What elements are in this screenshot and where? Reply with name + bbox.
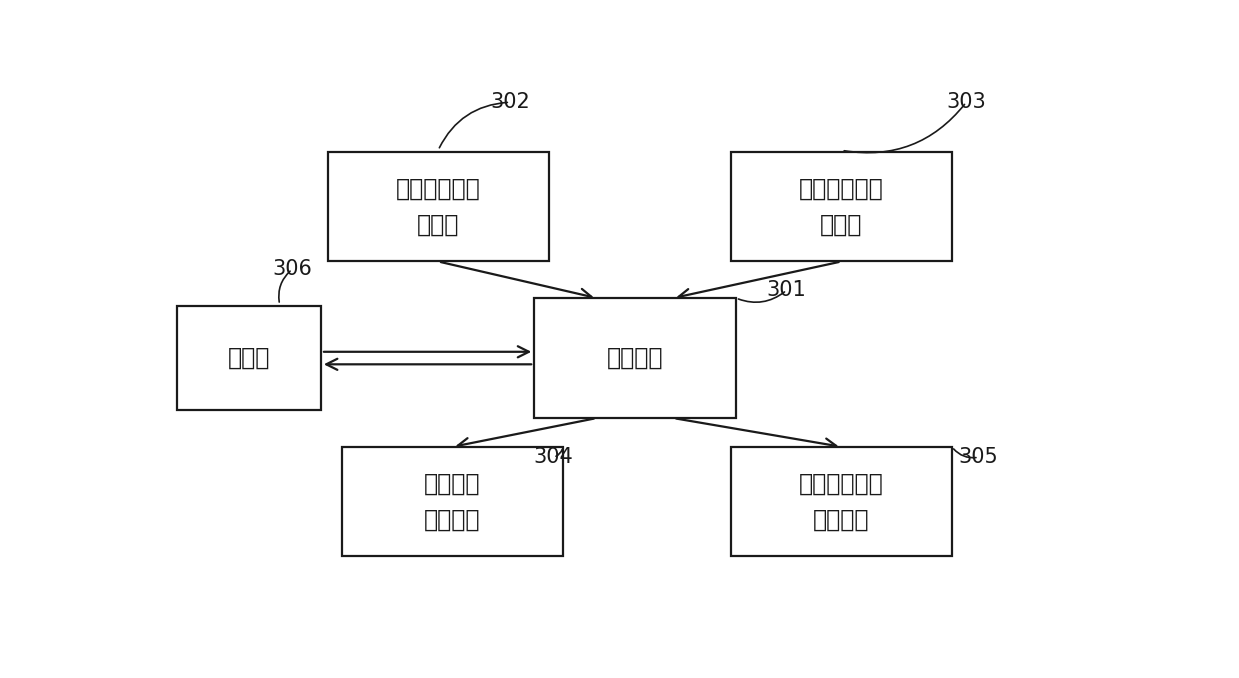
Text: 301: 301 bbox=[767, 280, 807, 300]
Text: 302: 302 bbox=[491, 92, 530, 113]
Text: 第一红外图像
传感器: 第一红外图像 传感器 bbox=[395, 177, 481, 237]
Text: 第二红外图像
传感器: 第二红外图像 传感器 bbox=[799, 177, 883, 237]
Text: 主控单元: 主控单元 bbox=[607, 346, 663, 370]
Text: 306: 306 bbox=[273, 259, 312, 279]
Text: 上位机: 上位机 bbox=[228, 346, 270, 370]
Bar bbox=[731, 447, 952, 557]
Text: 304: 304 bbox=[534, 447, 574, 467]
Bar bbox=[534, 298, 736, 418]
Text: 305: 305 bbox=[959, 447, 999, 467]
Text: 303: 303 bbox=[947, 92, 986, 113]
Text: 操作模式切换
开关单元: 操作模式切换 开关单元 bbox=[799, 472, 883, 532]
Bar bbox=[177, 306, 321, 410]
Text: 背景光源
发光组件: 背景光源 发光组件 bbox=[424, 472, 481, 532]
Bar bbox=[731, 152, 952, 262]
Bar bbox=[327, 152, 549, 262]
Bar bbox=[342, 447, 563, 557]
